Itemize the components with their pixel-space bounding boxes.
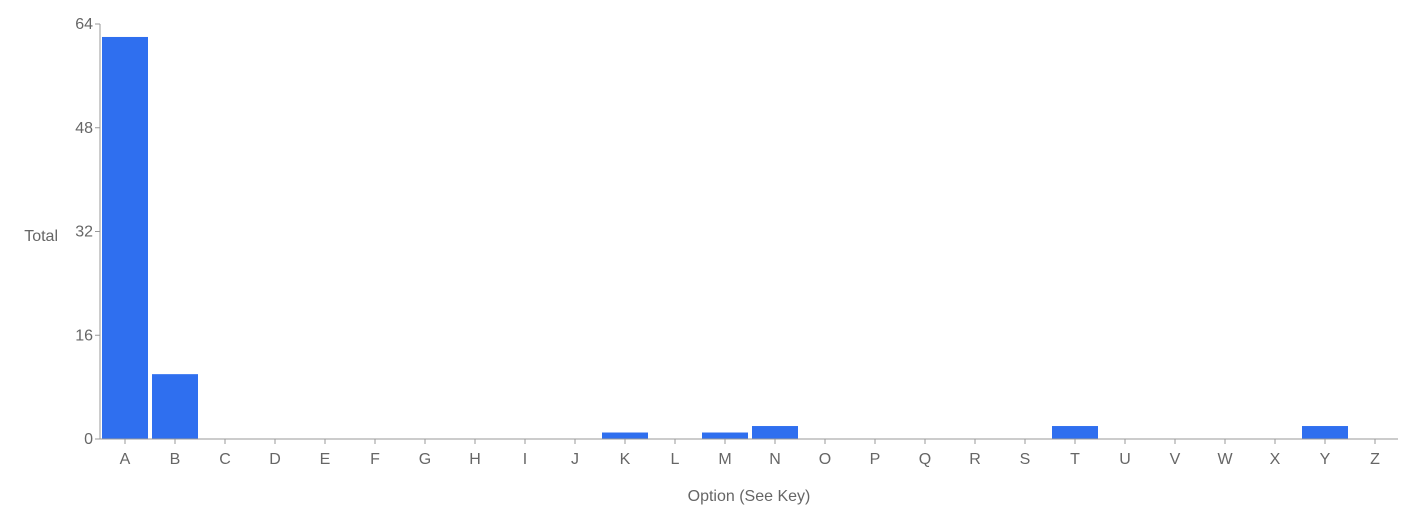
- y-tick-label: 0: [84, 431, 93, 448]
- bar-Y: [1302, 426, 1348, 439]
- x-tick-label: U: [1119, 451, 1131, 468]
- x-tick-label: J: [571, 451, 579, 468]
- bar-N: [752, 426, 798, 439]
- x-tick-label: M: [718, 451, 731, 468]
- y-tick-label: 32: [75, 224, 93, 241]
- bars-group: [102, 36, 1348, 439]
- x-axis-label: Option (See Key): [688, 488, 811, 505]
- bar-K: [602, 432, 648, 439]
- x-tick-label: O: [819, 451, 831, 468]
- x-tick-label: I: [523, 451, 527, 468]
- x-axis: A B C D E F G H I J K L M N O P Q R S T U V W X Y Z: [100, 438, 1398, 468]
- x-tick-label: R: [969, 451, 981, 468]
- bar-T: [1052, 426, 1098, 439]
- x-tick-label: Z: [1370, 451, 1380, 468]
- x-tick-label: Y: [1320, 451, 1331, 468]
- x-tick-label: F: [370, 451, 380, 468]
- x-tick-label: X: [1270, 451, 1281, 468]
- bar-B: [152, 374, 198, 439]
- y-axis: 0 16 32 48 64: [75, 16, 101, 448]
- x-tick-label: T: [1070, 451, 1080, 468]
- x-tick-label: E: [320, 451, 331, 468]
- x-tick-label: P: [870, 451, 881, 468]
- y-axis-label: Total: [24, 228, 58, 245]
- x-tick-label: H: [469, 451, 481, 468]
- y-tick-label: 64: [75, 16, 93, 33]
- bar-M: [702, 432, 748, 439]
- x-tick-label: Q: [919, 451, 931, 468]
- x-tick-label: W: [1217, 451, 1233, 468]
- y-tick-label: 16: [75, 327, 93, 344]
- x-tick-label: S: [1020, 451, 1031, 468]
- x-tick-label: N: [769, 451, 781, 468]
- x-tick-label: D: [269, 451, 281, 468]
- x-tick-label: G: [419, 451, 431, 468]
- x-tick-label: K: [620, 451, 631, 468]
- x-tick-label: L: [671, 451, 680, 468]
- x-tick-label: V: [1170, 451, 1181, 468]
- y-tick-label: 48: [75, 120, 93, 137]
- x-tick-label: B: [170, 451, 181, 468]
- x-tick-label: A: [120, 451, 131, 468]
- bar-A: [102, 36, 148, 439]
- x-tick-label: C: [219, 451, 231, 468]
